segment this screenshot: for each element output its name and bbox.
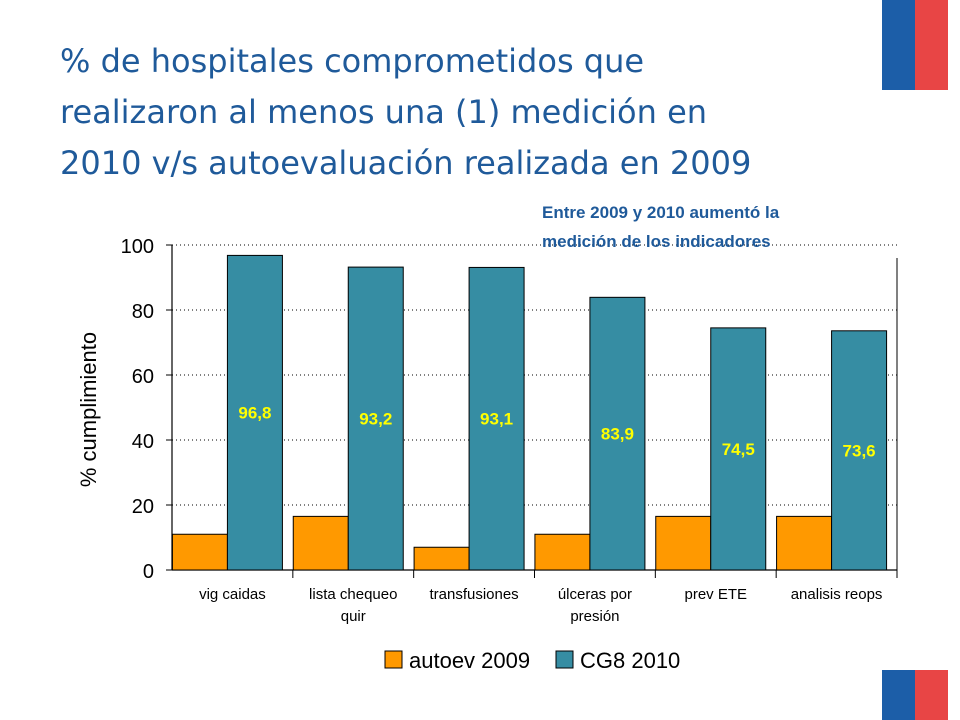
annotation-line: medición de los indicadores	[542, 227, 922, 256]
x-tick-label: prev ETE	[684, 586, 747, 603]
data-label: 96,8	[238, 404, 271, 423]
chart-annotation: Entre 2009 y 2010 aumentó la medición de…	[542, 198, 922, 256]
bar	[656, 516, 711, 570]
data-label: 93,2	[359, 410, 392, 429]
data-label: 73,6	[843, 441, 876, 460]
bar	[777, 516, 832, 570]
bar-chart: 0 20 40 60 80 100 % cumplimiento 96,8 vig caidas…	[0, 0, 960, 720]
bar	[414, 547, 469, 570]
y-axis-label: % cumplimiento	[76, 332, 101, 487]
y-tick-label: 0	[143, 561, 154, 583]
bar	[535, 534, 590, 570]
legend-label: CG8 2010	[580, 648, 680, 673]
data-label: 74,5	[722, 440, 755, 459]
y-tick-label: 60	[132, 366, 154, 388]
legend-label: autoev 2009	[409, 648, 530, 673]
y-tick-label: 80	[132, 301, 154, 323]
legend-swatch	[385, 651, 402, 668]
x-tick-label: quir	[341, 608, 366, 625]
legend-swatch	[556, 651, 573, 668]
y-tick-label: 20	[132, 496, 154, 518]
x-tick-label: transfusiones	[429, 586, 518, 603]
data-label: 83,9	[601, 425, 634, 444]
bar	[172, 534, 227, 570]
x-tick-label: lista chequeo	[309, 586, 397, 603]
x-tick-label: presión	[570, 608, 619, 625]
bar	[293, 516, 348, 570]
x-tick-label: úlceras por	[558, 586, 632, 603]
x-tick-label: analisis reops	[791, 586, 883, 603]
x-tick-label: vig caidas	[199, 586, 266, 603]
y-tick-label: 40	[132, 431, 154, 453]
annotation-line: Entre 2009 y 2010 aumentó la	[542, 198, 922, 227]
data-label: 93,1	[480, 410, 513, 429]
y-tick-label: 100	[121, 236, 154, 258]
